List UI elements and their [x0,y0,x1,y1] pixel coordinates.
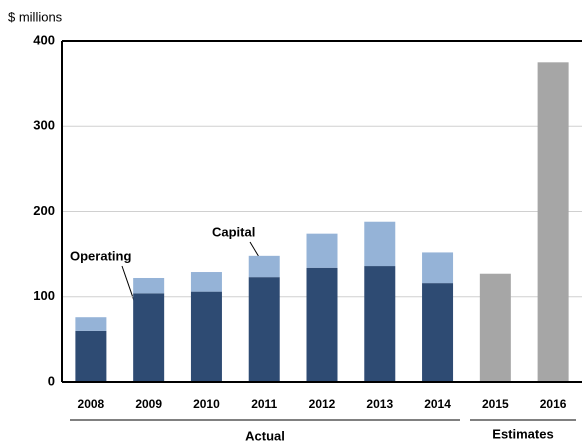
group-label: Actual [245,428,285,443]
bar-segment [190,272,222,292]
y-tick-label: 400 [33,32,55,47]
y-axis-label: $ millions [8,9,63,24]
x-tick-label: 2015 [482,397,509,411]
x-tick-label: 2016 [540,397,567,411]
y-tick-label: 300 [33,118,55,133]
bar-segment [133,277,165,294]
bar-segment [364,221,396,267]
bar-segment [537,62,569,382]
bar-segment [248,255,280,278]
bar-segment [306,267,338,382]
bar-segment [75,317,107,331]
y-tick-label: 200 [33,203,55,218]
x-tick-label: 2012 [309,397,336,411]
bar-segment [190,291,222,382]
group-label: Estimates [492,426,553,441]
x-tick-label: 2013 [366,397,393,411]
x-tick-label: 2009 [135,397,162,411]
x-tick-label: 2010 [193,397,220,411]
x-tick-label: 2011 [251,397,277,411]
bar-segment [422,283,454,382]
y-tick-label: 0 [48,373,55,388]
bar-segment [248,277,280,382]
x-tick-label: 2008 [78,397,105,411]
annotation: Operating [70,248,131,263]
x-tick-label: 2014 [424,397,451,411]
bar-segment [422,252,454,284]
bar-segment [306,233,338,268]
bar-segment [133,293,165,382]
annotation: Capital [212,224,255,239]
bar-segment [479,273,511,382]
bar-segment [364,266,396,382]
y-tick-label: 100 [33,288,55,303]
bar-segment [75,330,107,382]
